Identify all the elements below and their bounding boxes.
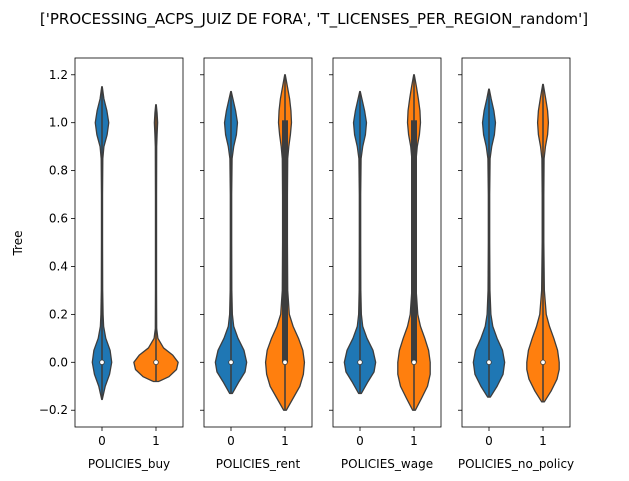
iqr-box-POLICIES_wage-1: [411, 120, 417, 363]
median-dot-POLICIES_wage-1: [411, 359, 417, 366]
iqr-box-POLICIES_rent-1: [282, 120, 288, 363]
panel-frame-POLICIES_buy: [74, 57, 184, 428]
panel-POLICIES_no_policy: 0 1 POLICIES_no_policy: [458, 57, 574, 471]
x-axis-label-POLICIES_no_policy: POLICIES_no_policy: [458, 457, 574, 471]
y-tick-label-1: 0.0: [49, 355, 68, 369]
y-tick-label-6: 1.0: [49, 116, 68, 130]
panel-frame-POLICIES_rent: [203, 57, 313, 428]
panel-POLICIES_wage: 0 1 POLICIES_wage: [329, 57, 442, 471]
x-tick-label-POLICIES_no_policy-1: 1: [539, 434, 547, 448]
median-dot-POLICIES_rent-0: [228, 359, 234, 366]
panel-POLICIES_rent: 0 1 POLICIES_rent: [200, 57, 313, 471]
x-axis-label-POLICIES_buy: POLICIES_buy: [88, 457, 170, 471]
y-tick-label-2: 0.2: [49, 307, 68, 321]
panel-frame-POLICIES_no_policy: [461, 57, 571, 428]
y-axis-label: Tree: [11, 230, 25, 256]
median-dot-POLICIES_buy-0: [99, 359, 105, 366]
x-tick-label-POLICIES_buy-0: 0: [98, 434, 106, 448]
x-tick-label-POLICIES_wage-0: 0: [356, 434, 364, 448]
x-tick-label-POLICIES_rent-0: 0: [227, 434, 235, 448]
x-tick-label-POLICIES_wage-1: 1: [410, 434, 418, 448]
x-tick-label-POLICIES_buy-1: 1: [152, 434, 160, 448]
median-dot-POLICIES_rent-1: [282, 359, 288, 366]
y-tick-label-7: 1.2: [49, 68, 68, 82]
x-tick-label-POLICIES_no_policy-0: 0: [485, 434, 493, 448]
y-tick-label-3: 0.4: [49, 259, 68, 273]
median-dot-POLICIES_no_policy-0: [486, 359, 492, 366]
y-tick-label-4: 0.6: [49, 212, 68, 226]
x-axis-label-POLICIES_wage: POLICIES_wage: [341, 457, 433, 471]
x-tick-label-POLICIES_rent-1: 1: [281, 434, 289, 448]
chart-title: ['PROCESSING_ACPS_JUIZ DE FORA', 'T_LICE…: [40, 10, 588, 29]
median-dot-POLICIES_wage-0: [357, 359, 363, 366]
panel-frame-POLICIES_wage: [332, 57, 442, 428]
x-axis-label-POLICIES_rent: POLICIES_rent: [216, 457, 301, 471]
median-dot-POLICIES_buy-1: [153, 359, 159, 366]
median-dot-POLICIES_no_policy-1: [540, 359, 546, 366]
y-tick-label-0: −0.2: [39, 403, 68, 417]
panel-POLICIES_buy: 0 1 POLICIES_buy −0.2 0.0 0.2 0.4 0.6 0.8 1.0 1.2: [39, 57, 184, 471]
y-tick-label-5: 0.8: [49, 164, 68, 178]
panels-group: 0 1POLICIES_buy−0.20.00.20.40.60.81.01.20…: [39, 57, 574, 471]
